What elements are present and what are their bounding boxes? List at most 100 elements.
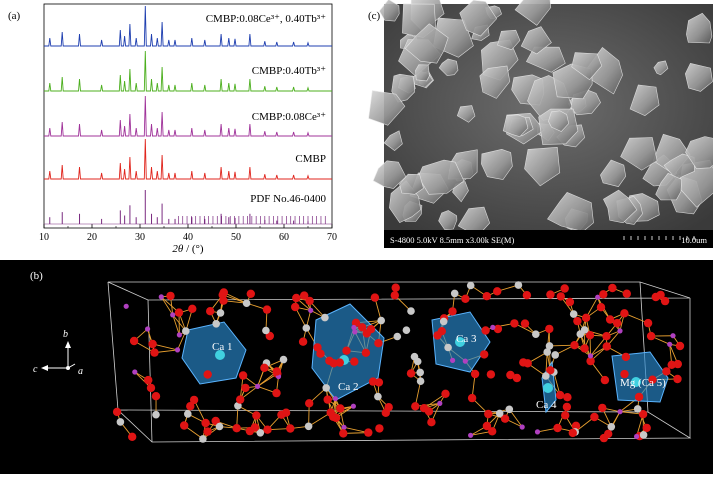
oxygen-atom: [411, 402, 419, 410]
oxygen-atom: [291, 303, 299, 311]
oxygen-atom: [573, 317, 581, 325]
phosphorus-atom: [262, 327, 270, 335]
oxygen-atom: [313, 343, 321, 351]
boron-atom: [437, 401, 442, 406]
oxygen-atom: [385, 403, 393, 411]
boron-atom: [333, 396, 338, 401]
phosphorus-atom: [581, 326, 589, 334]
oxygen-atom: [506, 371, 514, 379]
phosphorus-atom: [451, 290, 459, 298]
phosphorus-atom: [634, 405, 642, 413]
oxygen-atom: [622, 353, 630, 361]
oxygen-atom: [590, 413, 598, 421]
oxygen-atom: [620, 309, 628, 317]
boron-atom: [341, 425, 346, 430]
sem-image: S-4800 5.0kV 8.5mm x3.00k SE(M) 10.0um: [362, 0, 713, 256]
oxygen-atom: [644, 319, 652, 327]
oxygen-atom: [150, 348, 158, 356]
axis-c-label: c: [33, 364, 38, 375]
boron-atom: [175, 347, 180, 352]
oxygen-atom: [374, 339, 382, 347]
oxygen-atom: [128, 433, 136, 441]
oxygen-atom: [468, 394, 476, 402]
oxygen-atom: [603, 342, 611, 350]
phosphorus-atom: [515, 281, 523, 289]
boron-atom: [255, 384, 260, 389]
oxygen-atom: [203, 427, 211, 435]
boron-atom: [617, 409, 622, 414]
oxygen-atom: [391, 291, 399, 299]
oxygen-atom: [330, 359, 338, 367]
oxygen-atom: [546, 290, 554, 298]
oxygen-atom: [613, 319, 621, 327]
phosphorus-atom: [184, 410, 192, 418]
oxygen-atom: [277, 411, 285, 419]
oxygen-atom: [144, 376, 152, 384]
oxygen-atom: [188, 305, 196, 313]
phosphorus-atom: [117, 418, 125, 426]
boron-atom: [670, 333, 675, 338]
phosphorus-atom: [532, 330, 540, 338]
boron-atom: [177, 332, 182, 337]
boron-atom: [124, 304, 129, 309]
oxygen-atom: [305, 399, 313, 407]
oxygen-atom: [493, 287, 501, 295]
boron-atom: [535, 429, 540, 434]
oxygen-atom: [599, 290, 607, 298]
oxygen-atom: [668, 361, 676, 369]
xrd-series-group: CMBP:0.08Ce³⁺, 0.40Tb³⁺CMBP:0.40Tb³⁺CMBP…: [44, 6, 332, 224]
site-label-ca1: Ca 1: [212, 341, 232, 353]
boron-atom: [351, 404, 356, 409]
phosphorus-atom: [280, 356, 288, 364]
sem-particle: [379, 0, 399, 21]
oxygen-atom: [598, 404, 606, 412]
x-tick-label: 20: [87, 232, 97, 243]
phosphorus-atom: [403, 326, 411, 334]
xrd-series-label: CMBP:0.40Tb³⁺: [252, 65, 326, 77]
boron-atom: [634, 434, 639, 439]
phosphorus-atom: [546, 342, 554, 350]
oxygen-atom: [420, 404, 428, 412]
oxygen-atom: [369, 377, 377, 385]
oxygen-atom: [484, 410, 492, 418]
phosphorus-atom: [417, 377, 425, 385]
phosphorus-atom: [444, 344, 452, 352]
oxygen-atom: [487, 370, 495, 378]
phosphorus-atom: [414, 358, 422, 366]
oxygen-atom: [604, 430, 612, 438]
x-tick-label: 40: [183, 232, 193, 243]
xrd-series-label: CMBP:0.08Ce³⁺: [252, 111, 326, 123]
oxygen-atom: [239, 371, 247, 379]
oxygen-atom: [483, 292, 491, 300]
xrd-series-label: CMBP: [295, 153, 326, 165]
phosphorus-atom: [321, 314, 329, 322]
oxygen-atom: [597, 303, 605, 311]
oxygen-atom: [300, 291, 308, 299]
oxygen-atom: [358, 323, 366, 331]
phosphorus-atom: [467, 282, 475, 290]
phosphorus-atom: [377, 317, 385, 325]
phosphorus-atom: [551, 351, 559, 359]
oxygen-atom: [652, 293, 660, 301]
oxygen-atom: [557, 292, 565, 300]
phosphorus-atom: [182, 327, 190, 335]
oxygen-atom: [273, 367, 281, 375]
panel-a-label: (a): [8, 10, 20, 22]
oxygen-atom: [263, 426, 271, 434]
phosphorus-atom: [394, 333, 402, 341]
phosphorus-atom: [305, 423, 313, 431]
oxygen-atom: [364, 428, 372, 436]
phosphorus-atom: [303, 324, 311, 332]
oxygen-atom: [204, 370, 212, 378]
oxygen-atom: [556, 391, 564, 399]
boron-atom: [468, 433, 473, 438]
sem-info-left: S-4800 5.0kV 8.5mm x3.00k SE(M): [390, 235, 514, 245]
axis-indicator: b c a: [33, 329, 83, 377]
phosphorus-atom: [570, 310, 578, 318]
phosphorus-atom: [640, 431, 648, 439]
oxygen-atom: [561, 284, 569, 292]
oxygen-atom: [339, 429, 347, 437]
phosphorus-atom: [199, 435, 207, 443]
oxygen-atom: [286, 424, 294, 432]
